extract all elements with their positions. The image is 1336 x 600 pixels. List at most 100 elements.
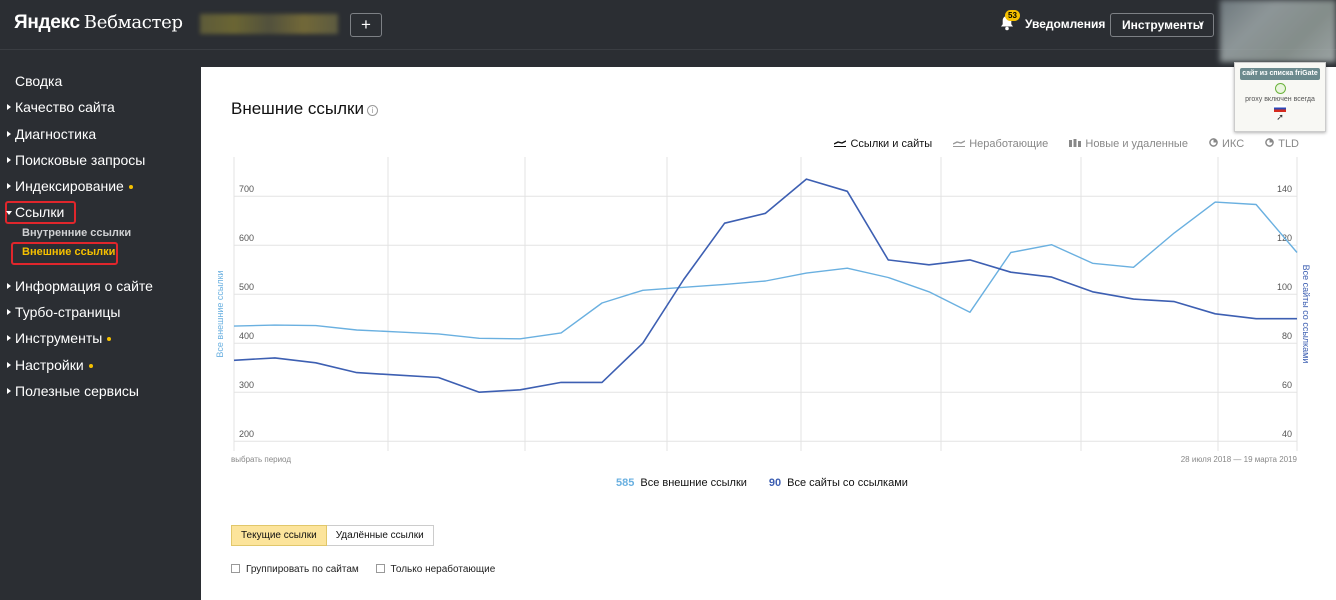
line-chart-icon	[953, 140, 966, 147]
logo[interactable]: Яндекс Вебмастер	[14, 12, 183, 34]
group-by-sites-label: Группировать по сайтам	[246, 564, 359, 575]
bar-chart-icon	[1069, 139, 1082, 147]
new-indicator-dot	[107, 337, 112, 342]
notification-count-badge: 53	[1005, 10, 1020, 21]
sidebar-item-label: Инструменты	[15, 330, 103, 346]
sidebar-item-label: Индексирование	[15, 178, 124, 194]
tab-label: Новые и удаленные	[1085, 138, 1188, 150]
sidebar: Сводка Качество сайта Диагностика Поиско…	[0, 51, 200, 600]
current-links-button[interactable]: Текущие ссылки	[231, 525, 327, 546]
caret-right-icon	[7, 309, 11, 315]
new-indicator-dot	[88, 364, 93, 369]
tab-new-and-deleted[interactable]: Новые и удаленные	[1069, 138, 1188, 150]
total-sites-label: Все сайты со ссылками	[787, 477, 908, 489]
sidebar-item-site-info[interactable]: Информация о сайте	[7, 278, 153, 294]
blurred-avatar-area	[1220, 0, 1336, 62]
top-bar: Яндекс Вебмастер + 53 Уведомления Инструм…	[0, 0, 1336, 62]
right-axis-tick-label: 40	[1282, 429, 1292, 439]
arrow-icon[interactable]: ➚	[1276, 112, 1284, 122]
chart-tabs: Ссылки и сайты Неработающие Новые и удал…	[816, 138, 1299, 150]
frigate-popup: сайт из списка friGate proxy включен все…	[1234, 62, 1326, 132]
sidebar-item-search-queries[interactable]: Поисковые запросы	[7, 152, 146, 168]
highlight-frame	[11, 242, 118, 265]
chevron-down-icon: ∨	[1197, 19, 1205, 30]
info-icon[interactable]: i	[366, 105, 378, 116]
sidebar-item-label: Информация о сайте	[15, 278, 153, 294]
left-axis-tick-label: 400	[239, 331, 254, 341]
logo-brand: Яндекс	[14, 12, 80, 33]
deleted-links-button[interactable]: Удалённые ссылки	[326, 525, 434, 546]
sidebar-item-tools[interactable]: Инструменты	[7, 330, 112, 346]
sidebar-item-useful-services[interactable]: Полезные сервисы	[7, 383, 139, 399]
period-picker-label[interactable]: выбрать период	[231, 455, 291, 464]
sidebar-item-settings[interactable]: Настройки	[7, 357, 93, 373]
total-sites-value: 90	[768, 477, 782, 489]
tab-label: Неработающие	[969, 138, 1049, 150]
page-title-text: Внешние ссылки	[231, 99, 364, 118]
tab-links-and-sites[interactable]: Ссылки и сайты	[834, 138, 932, 150]
russia-flag-icon	[1274, 105, 1286, 112]
notifications-link[interactable]: Уведомления	[1025, 17, 1106, 31]
sidebar-subitem-label: Внутренние ссылки	[22, 227, 132, 239]
tab-label: TLD	[1278, 138, 1299, 150]
caret-right-icon	[7, 131, 11, 137]
options-row: Группировать по сайтам Только неработающ…	[231, 564, 495, 575]
sidebar-item-summary[interactable]: Сводка	[15, 73, 62, 89]
caret-right-icon	[7, 362, 11, 368]
page-title: Внешние ссылки i	[231, 99, 378, 119]
site-selector-blurred[interactable]	[200, 14, 338, 34]
series-line-external-links	[233, 201, 1298, 340]
right-axis-tick-label: 140	[1277, 184, 1292, 194]
sidebar-item-indexing[interactable]: Индексирование	[7, 178, 133, 194]
tools-dropdown-label: Инструменты	[1122, 18, 1204, 32]
tab-label: ИКС	[1222, 138, 1245, 150]
tools-dropdown[interactable]: Инструменты ∨	[1110, 13, 1214, 37]
caret-right-icon	[7, 183, 11, 189]
left-axis-tick-label: 600	[239, 233, 254, 243]
only-broken-checkbox[interactable]	[375, 564, 385, 573]
tab-tld[interactable]: TLD	[1265, 138, 1299, 150]
sidebar-item-label: Ссылки	[15, 204, 65, 220]
chart-totals: 585 Все внешние ссылки 90 Все сайты со ссыл…	[616, 477, 908, 489]
tab-label: Ссылки и сайты	[850, 138, 933, 150]
left-axis-tick-label: 200	[239, 429, 254, 439]
right-axis-label: Все сайты со ссылками	[1301, 265, 1311, 364]
sidebar-subitem-internal-links[interactable]: Внутренние ссылки	[22, 227, 131, 239]
links-filter-switch: Текущие ссылки Удалённые ссылки	[231, 525, 434, 546]
sidebar-item-label: Полезные сервисы	[15, 383, 139, 399]
main-panel: Внешние ссылки i Ссылки и сайты Неработаю…	[201, 67, 1336, 600]
caret-right-icon	[7, 104, 11, 110]
group-by-sites-checkbox[interactable]	[231, 564, 240, 573]
sidebar-item-label: Турбо-страницы	[15, 304, 121, 320]
sidebar-item-label: Поисковые запросы	[15, 152, 146, 168]
add-site-button[interactable]: +	[350, 13, 382, 37]
sidebar-item-site-quality[interactable]: Качество сайта	[7, 99, 115, 115]
sidebar-item-label: Сводка	[15, 73, 63, 89]
sidebar-subitem-label: Внешние ссылки	[22, 246, 116, 258]
sidebar-item-label: Качество сайта	[15, 99, 115, 115]
left-axis-tick-label: 300	[239, 380, 254, 390]
sidebar-item-turbo-pages[interactable]: Турбо-страницы	[7, 304, 121, 320]
sidebar-item-label: Настройки	[15, 357, 84, 373]
sidebar-subitem-external-links[interactable]: Внешние ссылки	[22, 246, 115, 258]
left-axis-tick-label: 700	[239, 184, 254, 194]
left-axis-tick-label: 500	[239, 282, 254, 292]
total-links-value: 585	[616, 477, 635, 489]
left-axis-label: Все внешние ссылки	[215, 270, 225, 357]
series-line-sites-with-links	[233, 178, 1297, 393]
power-icon[interactable]	[1274, 83, 1286, 94]
caret-down-icon	[6, 211, 12, 215]
period-range-label: 28 июля 2018 — 19 марта 2019	[1181, 455, 1298, 464]
tab-iks[interactable]: ИКС	[1209, 138, 1244, 150]
sidebar-item-diagnostics[interactable]: Диагностика	[7, 126, 97, 142]
caret-right-icon	[7, 388, 11, 394]
sidebar-item-links[interactable]: Ссылки	[6, 204, 65, 220]
sidebar-item-label: Диагностика	[15, 126, 97, 142]
tab-broken[interactable]: Неработающие	[953, 138, 1048, 150]
only-broken-label: Только неработающие	[390, 564, 496, 575]
total-links-label: Все внешние ссылки	[640, 477, 747, 489]
caret-right-icon	[7, 157, 11, 163]
caret-right-icon	[7, 335, 11, 341]
caret-right-icon	[7, 283, 11, 289]
